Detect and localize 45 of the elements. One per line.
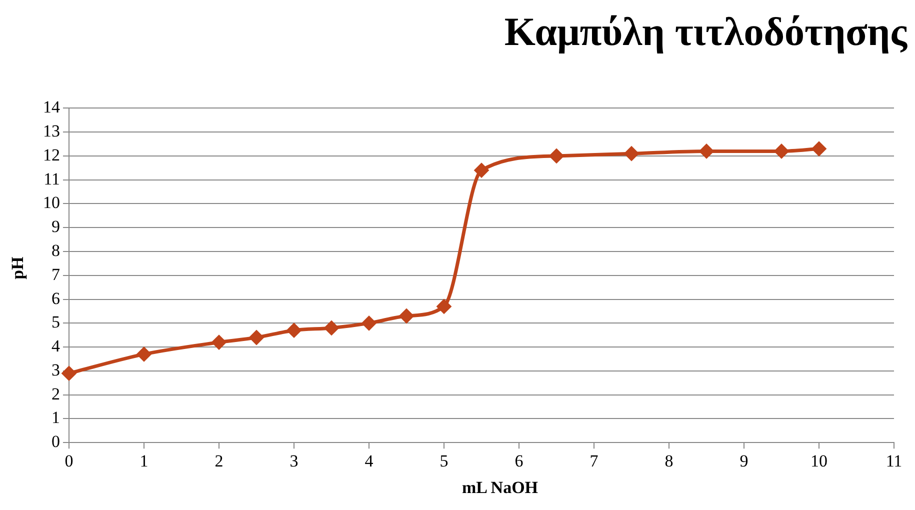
y-tick-label: 4	[52, 336, 60, 356]
y-axis-title: pH	[8, 256, 28, 280]
x-axis-title: mL NaOH	[462, 478, 538, 498]
y-tick-label: 7	[52, 264, 60, 284]
x-tick-label: 3	[290, 451, 298, 470]
y-tick-label: 1	[52, 408, 60, 428]
point	[436, 298, 452, 314]
point	[62, 366, 76, 381]
point	[136, 346, 152, 362]
x-tick-label: 6	[514, 451, 524, 470]
x-tick-label: 2	[214, 451, 224, 470]
x-tick-label: 10	[810, 451, 828, 470]
y-tick-label: 9	[52, 217, 60, 236]
point	[624, 146, 639, 162]
point	[286, 322, 302, 338]
y-tick-label: 13	[43, 122, 60, 141]
point	[549, 148, 564, 164]
point	[699, 144, 714, 159]
point	[812, 141, 826, 156]
x-tick-label: 11	[886, 451, 902, 470]
x-tick-label: 1	[140, 451, 148, 470]
x-tick-label: 5	[440, 451, 448, 470]
y-tick-label: 11	[44, 169, 60, 188]
point	[249, 330, 264, 346]
point	[474, 162, 489, 178]
y-tick-label: 2	[52, 384, 60, 404]
x-tick-label: 4	[364, 451, 374, 470]
chart-title: Καμπύλη τιτλοδότησης	[504, 8, 907, 55]
x-tick-label: 0	[64, 451, 74, 470]
y-tick-label: 6	[52, 288, 60, 308]
x-tick-label: 7	[590, 451, 599, 470]
y-tick-label: 0	[52, 432, 60, 452]
y-tick-label: 5	[52, 312, 60, 332]
y-tick-label: 10	[43, 193, 60, 212]
y-tick-label: 3	[52, 360, 60, 380]
point	[212, 334, 226, 350]
y-tick-label: 14	[43, 98, 60, 117]
point	[399, 308, 414, 324]
y-tick-label: 8	[52, 240, 60, 260]
y-tick-label: 12	[43, 145, 60, 164]
point	[774, 144, 789, 159]
x-tick-label: 8	[664, 451, 674, 470]
x-tick-label: 9	[740, 451, 748, 470]
point	[324, 320, 339, 336]
point	[362, 316, 376, 331]
